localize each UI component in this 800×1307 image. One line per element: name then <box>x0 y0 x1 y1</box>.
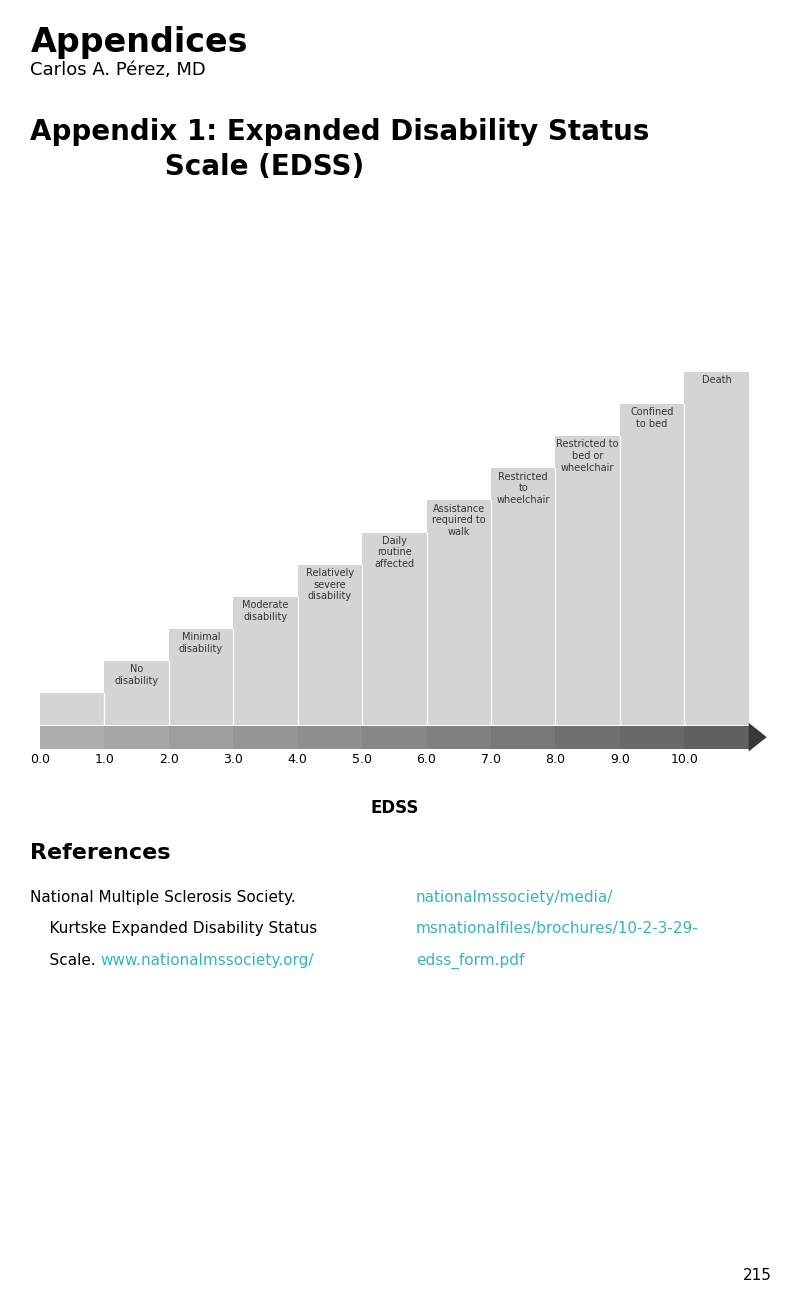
Text: Scale.: Scale. <box>30 953 96 967</box>
Text: Moderate
disability: Moderate disability <box>242 600 289 622</box>
Bar <box>169 725 234 749</box>
Bar <box>105 661 169 725</box>
Text: Appendix 1: Expanded Disability Status
              Scale (EDSS): Appendix 1: Expanded Disability Status S… <box>30 118 650 182</box>
Bar <box>620 725 684 749</box>
Polygon shape <box>749 723 766 752</box>
Bar <box>426 501 491 725</box>
Text: Appendices: Appendices <box>30 26 248 59</box>
Text: 4.0: 4.0 <box>288 753 308 766</box>
Bar <box>620 404 684 725</box>
Bar <box>684 372 749 725</box>
Bar <box>40 693 105 725</box>
Text: Carlos A. Pérez, MD: Carlos A. Pérez, MD <box>30 61 206 80</box>
Bar <box>362 725 426 749</box>
Text: 215: 215 <box>743 1269 772 1283</box>
Bar <box>298 565 362 725</box>
Text: Restricted to
bed or
wheelchair: Restricted to bed or wheelchair <box>556 439 619 473</box>
Bar <box>491 468 555 725</box>
Text: EDSS: EDSS <box>370 799 418 817</box>
Text: 0.0: 0.0 <box>30 753 50 766</box>
Text: No
disability: No disability <box>114 664 158 686</box>
Bar <box>169 629 234 725</box>
Text: 6.0: 6.0 <box>417 753 437 766</box>
Text: Relatively
severe
disability: Relatively severe disability <box>306 569 354 601</box>
Text: Death: Death <box>702 375 731 386</box>
Text: www.nationalmssociety.org/: www.nationalmssociety.org/ <box>100 953 314 967</box>
Text: 9.0: 9.0 <box>610 753 630 766</box>
Text: National Multiple Sclerosis Society.: National Multiple Sclerosis Society. <box>30 890 296 904</box>
Text: Minimal
disability: Minimal disability <box>179 633 223 654</box>
Text: 7.0: 7.0 <box>481 753 501 766</box>
Bar <box>298 725 362 749</box>
Bar <box>491 725 555 749</box>
Text: nationalmssociety/media/: nationalmssociety/media/ <box>416 890 614 904</box>
Text: Daily
routine
affected: Daily routine affected <box>374 536 414 569</box>
Text: Kurtske Expanded Disability Status: Kurtske Expanded Disability Status <box>30 921 318 936</box>
Text: 1.0: 1.0 <box>94 753 114 766</box>
Bar <box>426 725 491 749</box>
Text: 5.0: 5.0 <box>352 753 372 766</box>
Text: 2.0: 2.0 <box>159 753 178 766</box>
Text: Assistance
required to
walk: Assistance required to walk <box>432 503 486 537</box>
Bar <box>234 597 298 725</box>
Text: Confined
to bed: Confined to bed <box>630 408 674 429</box>
Bar <box>40 725 105 749</box>
Text: edss_form.pdf: edss_form.pdf <box>416 953 524 968</box>
Bar <box>234 725 298 749</box>
Text: 10.0: 10.0 <box>670 753 698 766</box>
Text: 8.0: 8.0 <box>546 753 566 766</box>
Bar <box>362 533 426 725</box>
Text: msnationalfiles/brochures/10-2-3-29-: msnationalfiles/brochures/10-2-3-29- <box>416 921 698 936</box>
Text: 3.0: 3.0 <box>223 753 243 766</box>
Text: References: References <box>30 843 171 863</box>
Bar <box>555 437 620 725</box>
Bar <box>105 725 169 749</box>
Bar <box>684 725 749 749</box>
Text: Restricted
to
wheelchair: Restricted to wheelchair <box>497 472 550 505</box>
Bar <box>555 725 620 749</box>
